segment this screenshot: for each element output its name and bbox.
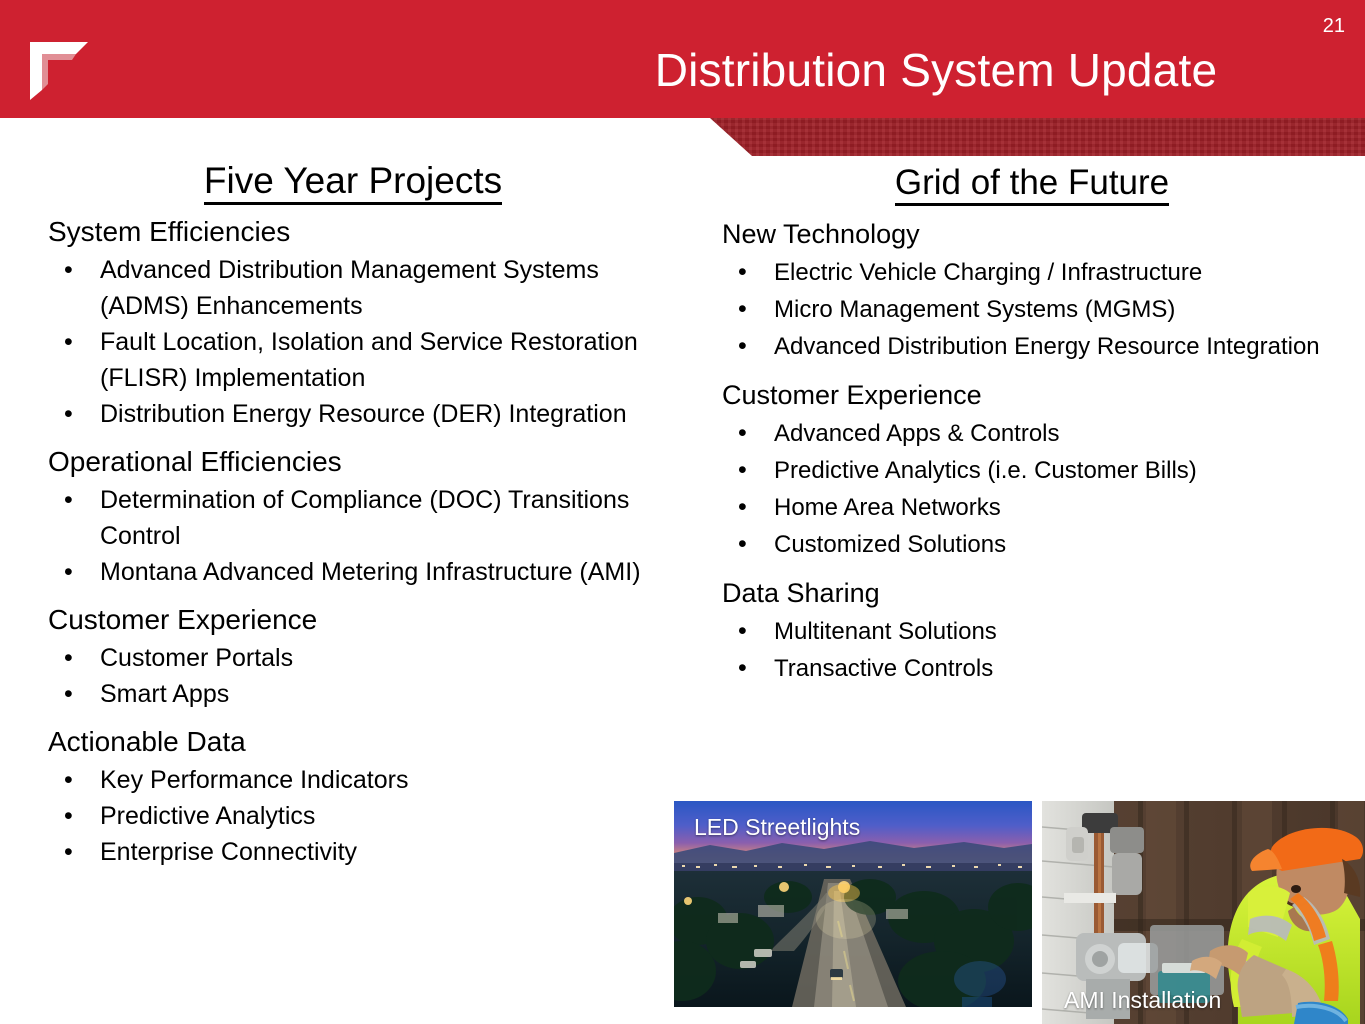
group-new-technology: New Technology • Electric Vehicle Chargin… xyxy=(722,216,1342,365)
list-item: • Key Performance Indicators xyxy=(48,762,658,798)
bullet-icon: • xyxy=(64,558,73,586)
bullet-icon: • xyxy=(738,295,747,323)
list-item-text: Predictive Analytics xyxy=(100,802,316,830)
bullet-icon: • xyxy=(64,256,73,284)
list-item: • Predictive Analytics xyxy=(48,798,658,834)
bullet-icon: • xyxy=(64,644,73,672)
list-item: • Home Area Networks xyxy=(722,489,1342,526)
slide-number: 21 xyxy=(1322,15,1345,37)
group-actionable-data: Actionable Data • Key Performance Indicat… xyxy=(48,724,658,870)
ami-installation-photo: AMI Installation xyxy=(1042,801,1365,1024)
bullet-icon: • xyxy=(738,332,747,360)
list-item: • Montana Advanced Metering Infrastructur… xyxy=(48,554,658,590)
list-item-text: Distribution Energy Resource (DER) Integ… xyxy=(100,400,627,428)
list-item: • Customized Solutions xyxy=(722,526,1342,563)
list-item-text: Predictive Analytics (i.e. Customer Bill… xyxy=(774,457,1197,484)
group-heading: System Efficiencies xyxy=(48,216,291,247)
list-item: • Distribution Energy Resource (DER) Inte… xyxy=(48,396,658,432)
bullet-list: • Determination of Compliance (DOC) Trans… xyxy=(48,482,658,590)
group-data-sharing: Data Sharing • Multitenant Solutions • Tra… xyxy=(722,575,1342,687)
bullet-list: • Electric Vehicle Charging / Infrastruct… xyxy=(722,254,1342,365)
page-title: Distribution System Update xyxy=(654,44,1218,96)
bullet-icon: • xyxy=(64,486,73,514)
bullet-list: • Multitenant Solutions • Transactive Cont… xyxy=(722,613,1342,687)
bullet-icon: • xyxy=(738,530,747,558)
list-item-text: Determination of Compliance (DOC) Transi… xyxy=(100,486,630,550)
list-item: • Customer Portals xyxy=(48,640,658,676)
header-accent-band xyxy=(710,118,1365,156)
group-heading: Customer Experience xyxy=(48,604,318,635)
list-item: • Advanced Distribution Management System… xyxy=(48,252,658,324)
group-heading: Operational Efficiencies xyxy=(48,446,342,477)
list-item-text: Montana Advanced Metering Infrastructure… xyxy=(100,558,641,586)
bullet-icon: • xyxy=(64,328,73,356)
bullet-icon: • xyxy=(738,654,747,682)
left-column-title: Five Year Projects xyxy=(48,158,658,205)
list-item: • Predictive Analytics (i.e. Customer Bil… xyxy=(722,452,1342,489)
bullet-icon: • xyxy=(738,258,747,286)
left-column-title-text: Five Year Projects xyxy=(203,160,503,205)
group-operational-efficiencies: Operational Efficiencies • Determination … xyxy=(48,444,658,590)
group-customer-experience-left: Customer Experience • Customer Portals • S… xyxy=(48,602,658,712)
list-item-text: Smart Apps xyxy=(100,680,230,708)
list-item-text: Home Area Networks xyxy=(774,494,1001,521)
group-heading: Customer Experience xyxy=(722,380,982,410)
list-item-text: Key Performance Indicators xyxy=(100,766,409,794)
list-item-text: Customized Solutions xyxy=(774,531,1007,558)
led-streetlights-caption: LED Streetlights xyxy=(694,814,861,840)
list-item-text: Advanced Apps & Controls xyxy=(774,420,1060,447)
list-item: • Transactive Controls xyxy=(722,650,1342,687)
list-item: • Fault Location, Isolation and Service R… xyxy=(48,324,658,396)
bullet-list: • Key Performance Indicators • Predictive … xyxy=(48,762,658,870)
bullet-list: • Customer Portals • Smart Apps xyxy=(48,640,658,712)
list-item: • Micro Management Systems (MGMS) xyxy=(722,291,1342,328)
right-column-title: Grid of the Future xyxy=(722,160,1342,206)
corner-bracket-logo-icon xyxy=(26,30,92,102)
list-item: • Advanced Distribution Energy Resource I… xyxy=(722,328,1342,365)
group-heading: New Technology xyxy=(722,219,920,249)
list-item-text: Fault Location, Isolation and Service Re… xyxy=(100,328,638,392)
bullet-icon: • xyxy=(738,493,747,521)
list-item-text: Multitenant Solutions xyxy=(774,618,997,645)
list-item-text: Advanced Distribution Energy Resource In… xyxy=(774,333,1320,360)
list-item: • Smart Apps xyxy=(48,676,658,712)
right-column: Grid of the Future New Technology • Elect… xyxy=(722,160,1342,699)
list-item: • Advanced Apps & Controls xyxy=(722,415,1342,452)
list-item-text: Enterprise Connectivity xyxy=(100,838,358,866)
right-column-title-text: Grid of the Future xyxy=(894,163,1170,206)
group-customer-experience-right: Customer Experience • Advanced Apps & Con… xyxy=(722,377,1342,563)
bullet-icon: • xyxy=(64,802,73,830)
list-item-text: Micro Management Systems (MGMS) xyxy=(774,296,1176,323)
list-item: • Multitenant Solutions xyxy=(722,613,1342,650)
bullet-icon: • xyxy=(64,838,73,866)
list-item-text: Customer Portals xyxy=(100,644,294,672)
list-item: • Determination of Compliance (DOC) Trans… xyxy=(48,482,658,554)
list-item-text: Electric Vehicle Charging / Infrastructu… xyxy=(774,259,1203,286)
bullet-icon: • xyxy=(64,400,73,428)
bullet-icon: • xyxy=(64,680,73,708)
ami-installation-caption: AMI Installation xyxy=(1064,987,1222,1013)
bullet-icon: • xyxy=(738,419,747,447)
led-streetlights-photo: LED Streetlights xyxy=(674,801,1032,1007)
list-item-text: Advanced Distribution Management Systems… xyxy=(100,256,599,320)
group-heading: Actionable Data xyxy=(48,726,246,757)
left-column: Five Year Projects System Efficiencies •… xyxy=(48,158,658,882)
group-heading: Data Sharing xyxy=(722,578,880,608)
list-item: • Electric Vehicle Charging / Infrastruct… xyxy=(722,254,1342,291)
bullet-icon: • xyxy=(64,766,73,794)
bullet-icon: • xyxy=(738,617,747,645)
group-system-efficiencies: System Efficiencies • Advanced Distributi… xyxy=(48,214,658,432)
bullet-list: • Advanced Distribution Management System… xyxy=(48,252,658,432)
bullet-icon: • xyxy=(738,456,747,484)
header-banner xyxy=(0,0,1365,118)
list-item: • Enterprise Connectivity xyxy=(48,834,658,870)
list-item-text: Transactive Controls xyxy=(774,655,994,682)
bullet-list: • Advanced Apps & Controls • Predictive An… xyxy=(722,415,1342,563)
